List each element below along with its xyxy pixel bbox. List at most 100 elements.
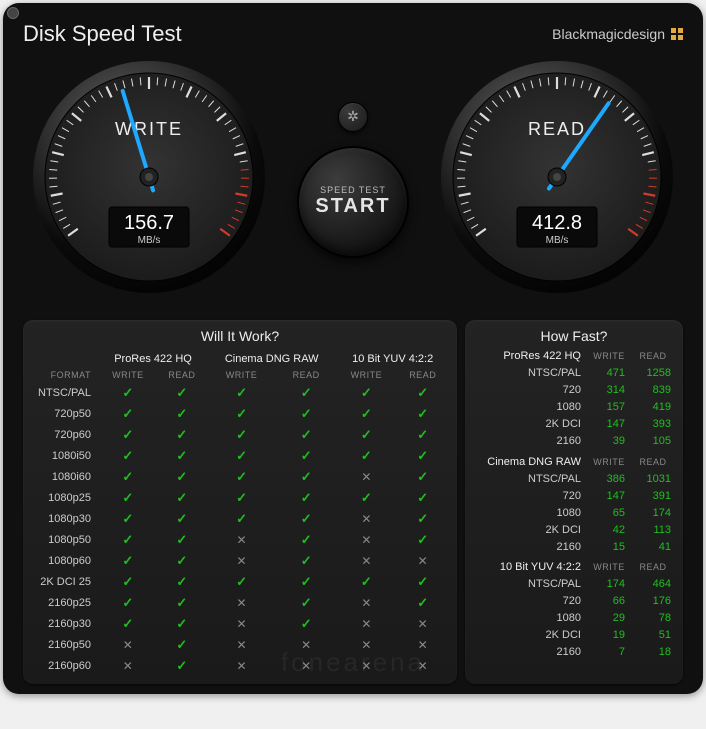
will-it-work-title: Will It Work? bbox=[31, 328, 449, 344]
check-icon: ✓ bbox=[176, 490, 187, 505]
codec-group-row: Cinema DNG RAW WRITE READ bbox=[473, 450, 675, 471]
table-row: NTSC/PAL✓✓✓✓✓✓ bbox=[31, 382, 449, 403]
table-row: 1080i60✓✓✓✓✕✓ bbox=[31, 466, 449, 487]
check-icon: ✓ bbox=[361, 448, 372, 463]
check-cell: ✓ bbox=[276, 613, 336, 634]
read-value: 78 bbox=[631, 610, 675, 627]
col-read: READ bbox=[631, 450, 675, 471]
check-icon: ✓ bbox=[361, 574, 372, 589]
check-cell: ✓ bbox=[276, 529, 336, 550]
check-cell: ✓ bbox=[157, 445, 207, 466]
start-button[interactable]: SPEED TEST START bbox=[297, 146, 409, 258]
table-row: 2K DCI 25✓✓✓✓✓✓ bbox=[31, 571, 449, 592]
read-value: 113 bbox=[631, 521, 675, 538]
brand-text: Blackmagicdesign bbox=[552, 26, 665, 42]
col-read: READ bbox=[396, 367, 449, 382]
format-label: 720 bbox=[473, 487, 587, 504]
check-icon: ✓ bbox=[122, 406, 133, 421]
how-fast-panel: How Fast? ProRes 422 HQ WRITE READ NTSC/… bbox=[465, 320, 683, 684]
write-value: 157 bbox=[587, 399, 631, 416]
fail-cell: ✕ bbox=[207, 634, 276, 655]
table-row: 2160p25✓✓✕✓✕✓ bbox=[31, 592, 449, 613]
check-icon: ✓ bbox=[236, 406, 247, 421]
check-cell: ✓ bbox=[336, 403, 396, 424]
check-cell: ✓ bbox=[157, 487, 207, 508]
check-icon: ✓ bbox=[122, 385, 133, 400]
read-gauge: READ 412.8 MB/s bbox=[437, 57, 677, 302]
x-icon: ✕ bbox=[361, 554, 371, 568]
svg-text:156.7: 156.7 bbox=[124, 212, 174, 234]
table-row: 2K DCI 147 393 bbox=[473, 416, 675, 433]
check-icon: ✓ bbox=[417, 385, 428, 400]
format-label: 2160 bbox=[473, 644, 587, 661]
fail-cell: ✕ bbox=[396, 634, 449, 655]
x-icon: ✕ bbox=[361, 638, 371, 652]
check-icon: ✓ bbox=[236, 448, 247, 463]
check-icon: ✓ bbox=[122, 469, 133, 484]
check-cell: ✓ bbox=[157, 508, 207, 529]
format-header: FORMAT bbox=[31, 367, 99, 382]
fail-cell: ✕ bbox=[336, 466, 396, 487]
check-cell: ✓ bbox=[336, 445, 396, 466]
col-write: WRITE bbox=[99, 367, 157, 382]
check-cell: ✓ bbox=[396, 466, 449, 487]
check-cell: ✓ bbox=[207, 571, 276, 592]
col-read: READ bbox=[157, 367, 207, 382]
write-gauge: WRITE 156.7 MB/s bbox=[29, 57, 269, 302]
table-row: 720p50✓✓✓✓✓✓ bbox=[31, 403, 449, 424]
table-row: 1080p50✓✓✕✓✕✓ bbox=[31, 529, 449, 550]
read-value: 18 bbox=[631, 644, 675, 661]
codec-group-row: ProRes 422 HQ WRITE READ bbox=[473, 350, 675, 365]
check-icon: ✓ bbox=[122, 490, 133, 505]
check-icon: ✓ bbox=[417, 532, 428, 547]
x-icon: ✕ bbox=[418, 659, 428, 673]
check-cell: ✓ bbox=[336, 487, 396, 508]
read-value: 51 bbox=[631, 627, 675, 644]
check-icon: ✓ bbox=[301, 532, 312, 547]
write-value: 314 bbox=[587, 382, 631, 399]
read-value: 176 bbox=[631, 593, 675, 610]
settings-button[interactable]: ✲ bbox=[338, 102, 368, 132]
start-label-1: SPEED TEST bbox=[320, 185, 386, 195]
check-icon: ✓ bbox=[301, 616, 312, 631]
format-label: NTSC/PAL bbox=[31, 382, 99, 403]
gear-icon: ✲ bbox=[347, 108, 359, 125]
write-value: 29 bbox=[587, 610, 631, 627]
table-row: NTSC/PAL 174 464 bbox=[473, 576, 675, 593]
table-row: 1080i50✓✓✓✓✓✓ bbox=[31, 445, 449, 466]
check-cell: ✓ bbox=[99, 424, 157, 445]
write-value: 147 bbox=[587, 416, 631, 433]
check-cell: ✓ bbox=[207, 487, 276, 508]
check-cell: ✓ bbox=[99, 466, 157, 487]
format-label: 720 bbox=[473, 382, 587, 399]
fail-cell: ✕ bbox=[207, 592, 276, 613]
format-label: NTSC/PAL bbox=[473, 365, 587, 382]
brand-logo-icon bbox=[671, 28, 683, 40]
format-label: 2K DCI bbox=[473, 627, 587, 644]
fail-cell: ✕ bbox=[396, 550, 449, 571]
results-panels: Will It Work? ProRes 422 HQCinema DNG RA… bbox=[23, 320, 683, 684]
close-button[interactable] bbox=[7, 7, 19, 19]
fail-cell: ✕ bbox=[336, 508, 396, 529]
check-icon: ✓ bbox=[301, 490, 312, 505]
format-label: 1080p50 bbox=[31, 529, 99, 550]
read-value: 41 bbox=[631, 538, 675, 555]
check-cell: ✓ bbox=[157, 403, 207, 424]
fail-cell: ✕ bbox=[336, 655, 396, 676]
fail-cell: ✕ bbox=[276, 634, 336, 655]
fail-cell: ✕ bbox=[99, 655, 157, 676]
check-icon: ✓ bbox=[236, 469, 247, 484]
check-cell: ✓ bbox=[99, 571, 157, 592]
check-icon: ✓ bbox=[417, 595, 428, 610]
check-icon: ✓ bbox=[176, 658, 187, 673]
check-icon: ✓ bbox=[301, 406, 312, 421]
read-value: 839 bbox=[631, 382, 675, 399]
table-row: 1080p30✓✓✓✓✕✓ bbox=[31, 508, 449, 529]
check-cell: ✓ bbox=[276, 571, 336, 592]
format-label: 1080 bbox=[473, 399, 587, 416]
check-cell: ✓ bbox=[99, 550, 157, 571]
app-window: Disk Speed Test Blackmagicdesign WRITE 1… bbox=[3, 3, 703, 694]
read-value: 391 bbox=[631, 487, 675, 504]
format-label: 2K DCI 25 bbox=[31, 571, 99, 592]
fail-cell: ✕ bbox=[99, 634, 157, 655]
